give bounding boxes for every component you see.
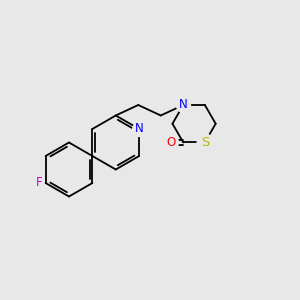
Text: N: N bbox=[179, 98, 188, 112]
Text: O: O bbox=[166, 136, 175, 149]
Text: N: N bbox=[135, 122, 143, 136]
Text: F: F bbox=[35, 176, 42, 190]
Text: S: S bbox=[201, 136, 209, 149]
